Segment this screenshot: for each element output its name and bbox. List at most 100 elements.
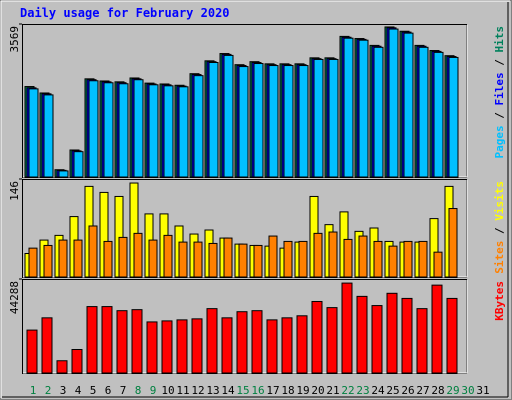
y-tick-label: 146 bbox=[8, 181, 21, 201]
x-tick-label: 10 bbox=[161, 384, 174, 397]
legend-entry: KBytes bbox=[493, 281, 506, 321]
bar bbox=[431, 284, 443, 374]
x-tick-label: 14 bbox=[221, 384, 235, 397]
x-tick-label: 18 bbox=[281, 384, 294, 397]
bar bbox=[176, 319, 188, 374]
bar bbox=[103, 82, 114, 178]
bar bbox=[178, 86, 189, 178]
bar bbox=[403, 32, 414, 178]
bar bbox=[251, 310, 263, 374]
bar bbox=[118, 236, 128, 278]
bar bbox=[133, 232, 143, 278]
bar bbox=[161, 320, 173, 374]
bar bbox=[131, 309, 143, 374]
x-tick-label: 7 bbox=[120, 384, 127, 397]
x-tick-label: 29 bbox=[446, 384, 459, 397]
bar bbox=[163, 85, 174, 178]
legend-separator: / bbox=[493, 53, 506, 73]
bar bbox=[146, 321, 158, 374]
x-tick-label: 4 bbox=[75, 384, 82, 397]
x-tick-label: 13 bbox=[206, 384, 219, 397]
bar bbox=[118, 83, 129, 178]
bar bbox=[343, 37, 354, 178]
x-tick-label: 1 bbox=[30, 384, 37, 397]
bar bbox=[403, 240, 413, 278]
bar bbox=[416, 308, 428, 374]
bar bbox=[283, 240, 293, 278]
bar bbox=[73, 239, 83, 278]
bar bbox=[401, 297, 413, 374]
x-tick-label: 3 bbox=[60, 384, 67, 397]
bar bbox=[386, 292, 398, 374]
legend-entry: Sites bbox=[493, 241, 506, 274]
bar bbox=[26, 329, 38, 374]
bar bbox=[298, 240, 308, 278]
x-tick-label: 30 bbox=[461, 384, 474, 397]
bar bbox=[208, 61, 219, 178]
bar bbox=[328, 231, 338, 278]
bar bbox=[56, 360, 68, 374]
bar bbox=[341, 282, 353, 374]
bar bbox=[388, 245, 398, 278]
chart-title: Daily usage for February 2020 bbox=[20, 6, 230, 20]
x-tick-label: 27 bbox=[416, 384, 429, 397]
bar bbox=[313, 232, 323, 278]
bar bbox=[191, 318, 203, 374]
bar bbox=[71, 349, 83, 374]
bar bbox=[433, 251, 443, 278]
x-tick-label: 11 bbox=[176, 384, 189, 397]
x-tick-label: 12 bbox=[191, 384, 204, 397]
bar bbox=[268, 235, 278, 278]
x-tick-label: 22 bbox=[341, 384, 354, 397]
legend: Pages / Files / Hits bbox=[493, 26, 506, 159]
bar bbox=[371, 305, 383, 374]
x-tick-label: 23 bbox=[356, 384, 369, 397]
x-tick-label: 16 bbox=[251, 384, 264, 397]
legend-separator: / bbox=[493, 106, 506, 126]
bar bbox=[206, 308, 218, 374]
bar bbox=[193, 75, 204, 178]
x-tick-label: 8 bbox=[135, 384, 142, 397]
bar bbox=[208, 242, 218, 278]
bar bbox=[296, 315, 308, 374]
bar bbox=[418, 240, 428, 278]
x-tick-label: 5 bbox=[90, 384, 97, 397]
bar bbox=[448, 56, 459, 178]
bar bbox=[116, 310, 128, 374]
bar bbox=[373, 46, 384, 178]
x-tick-label: 20 bbox=[311, 384, 324, 397]
bar bbox=[448, 208, 458, 278]
bar bbox=[73, 151, 84, 178]
bar bbox=[178, 241, 188, 278]
bar bbox=[266, 319, 278, 374]
x-tick-label: 15 bbox=[236, 384, 249, 397]
bar bbox=[358, 235, 368, 278]
x-tick-label: 31 bbox=[476, 384, 489, 397]
bar bbox=[58, 239, 68, 278]
bar bbox=[193, 241, 203, 278]
bar bbox=[283, 65, 294, 178]
bar bbox=[43, 244, 53, 278]
x-tick-label: 28 bbox=[431, 384, 444, 397]
x-tick-label: 19 bbox=[296, 384, 309, 397]
bar bbox=[221, 317, 233, 374]
x-tick-label: 6 bbox=[105, 384, 112, 397]
bar bbox=[88, 225, 98, 278]
bar bbox=[298, 65, 309, 178]
bar bbox=[86, 306, 98, 374]
bar bbox=[268, 65, 279, 178]
x-tick-label: 25 bbox=[386, 384, 399, 397]
y-tick-label: 44288 bbox=[8, 281, 21, 314]
bar bbox=[238, 66, 249, 178]
bar bbox=[446, 297, 458, 374]
legend-entry: Files bbox=[493, 72, 506, 105]
bar bbox=[148, 239, 158, 278]
x-tick-label: 24 bbox=[371, 384, 385, 397]
legend-separator: / bbox=[493, 221, 506, 241]
bar bbox=[373, 240, 383, 278]
bar bbox=[88, 80, 99, 178]
bar bbox=[28, 247, 38, 278]
y-tick-label: 3569 bbox=[8, 26, 21, 53]
